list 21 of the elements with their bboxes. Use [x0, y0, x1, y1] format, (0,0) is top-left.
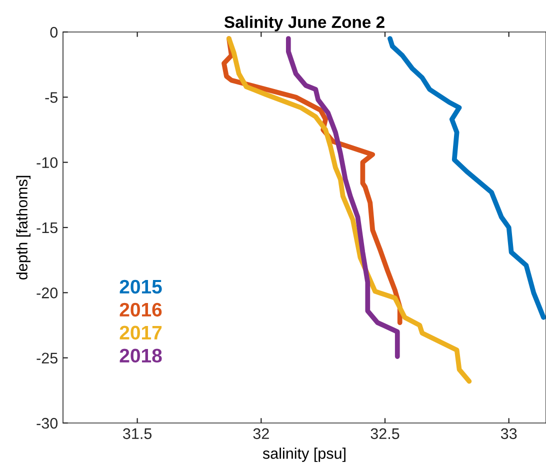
y-tick-label: -25 — [36, 352, 58, 364]
y-tick-label: -20 — [36, 288, 58, 298]
y-tick-label: 0 — [50, 26, 58, 38]
x-tick-label: 33 — [500, 428, 517, 440]
y-axis-title: depth [fathoms] — [16, 176, 31, 280]
line-series — [286, 36, 400, 359]
line-series — [388, 36, 546, 320]
y-tick-label: -15 — [36, 222, 58, 234]
y-tick-label: -10 — [36, 157, 58, 168]
y-tick-label: -30 — [36, 418, 58, 429]
x-tick-label: 32.5 — [370, 428, 400, 440]
text: 2018 — [120, 348, 162, 363]
text: 2017 — [120, 326, 162, 340]
x-tick-label: 31.5 — [123, 428, 152, 440]
x-axis-title: salinity [psu] — [262, 448, 346, 462]
text: 2016 — [120, 302, 162, 317]
x-tick-label: 32 — [253, 428, 269, 440]
text: 2015 — [120, 280, 162, 294]
y-tick-label: -5 — [45, 92, 58, 103]
chart-title: Salinity June Zone 2 — [224, 16, 384, 32]
line-series — [226, 36, 472, 384]
